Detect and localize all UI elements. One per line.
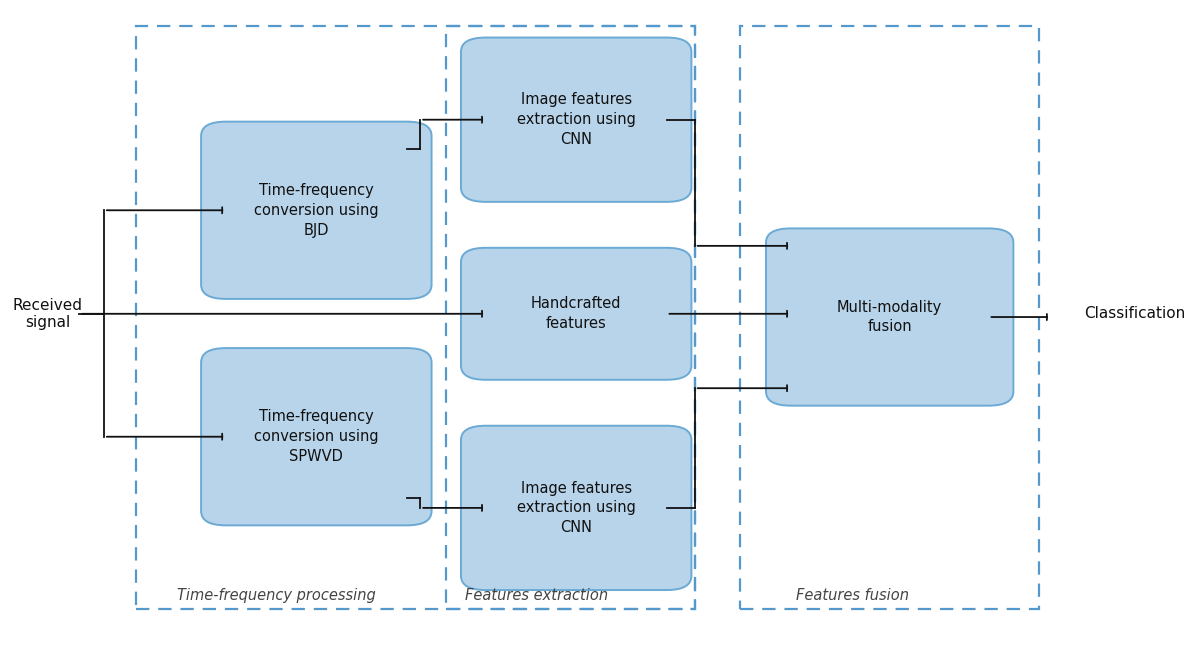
Text: Received
signal: Received signal [12,298,82,330]
Text: Features extraction: Features extraction [466,588,608,603]
FancyBboxPatch shape [461,426,691,590]
Text: Time-frequency processing: Time-frequency processing [178,588,376,603]
Text: Time-frequency
conversion using
BJD: Time-frequency conversion using BJD [254,183,378,237]
FancyBboxPatch shape [461,248,691,380]
Text: Time-frequency
conversion using
SPWVD: Time-frequency conversion using SPWVD [254,410,378,464]
Text: Features fusion: Features fusion [796,588,910,603]
Text: Classification: Classification [1084,306,1186,322]
Text: Image features
extraction using
CNN: Image features extraction using CNN [517,93,635,147]
Text: Handcrafted
features: Handcrafted features [531,296,621,331]
Text: Multi-modality
fusion: Multi-modality fusion [837,300,942,334]
Text: Image features
extraction using
CNN: Image features extraction using CNN [517,481,635,535]
FancyBboxPatch shape [201,348,431,525]
FancyBboxPatch shape [461,38,691,202]
FancyBboxPatch shape [201,122,431,299]
FancyBboxPatch shape [767,228,1014,406]
